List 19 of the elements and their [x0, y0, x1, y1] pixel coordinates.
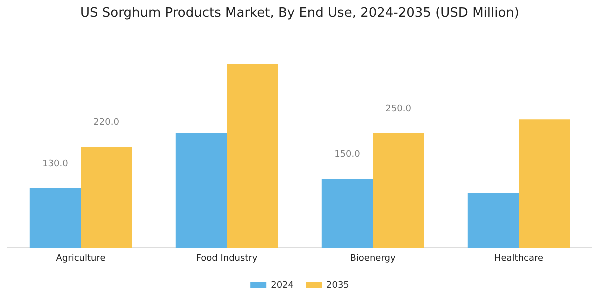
bar [468, 193, 519, 248]
bar [373, 133, 424, 248]
legend-label: 2024 [271, 280, 294, 291]
bar [519, 120, 570, 248]
x-tick-label: Healthcare [494, 254, 544, 264]
data-label: 150.0 [334, 150, 361, 160]
bar [30, 188, 81, 248]
chart-title: US Sorghum Products Market, By End Use, 2024-2035 (USD Million) [80, 6, 520, 22]
data-label: 220.0 [94, 118, 120, 128]
bar [322, 179, 373, 248]
x-tick-label: Bioenergy [350, 254, 396, 264]
data-label: 130.0 [42, 159, 69, 170]
x-tick-label: Agriculture [56, 254, 106, 264]
legend-label: 2035 [326, 280, 350, 291]
data-label: 250.0 [386, 104, 412, 114]
bar [227, 64, 278, 248]
bar [81, 147, 132, 248]
bar [176, 133, 227, 248]
x-tick-label: Food Industry [196, 254, 258, 264]
